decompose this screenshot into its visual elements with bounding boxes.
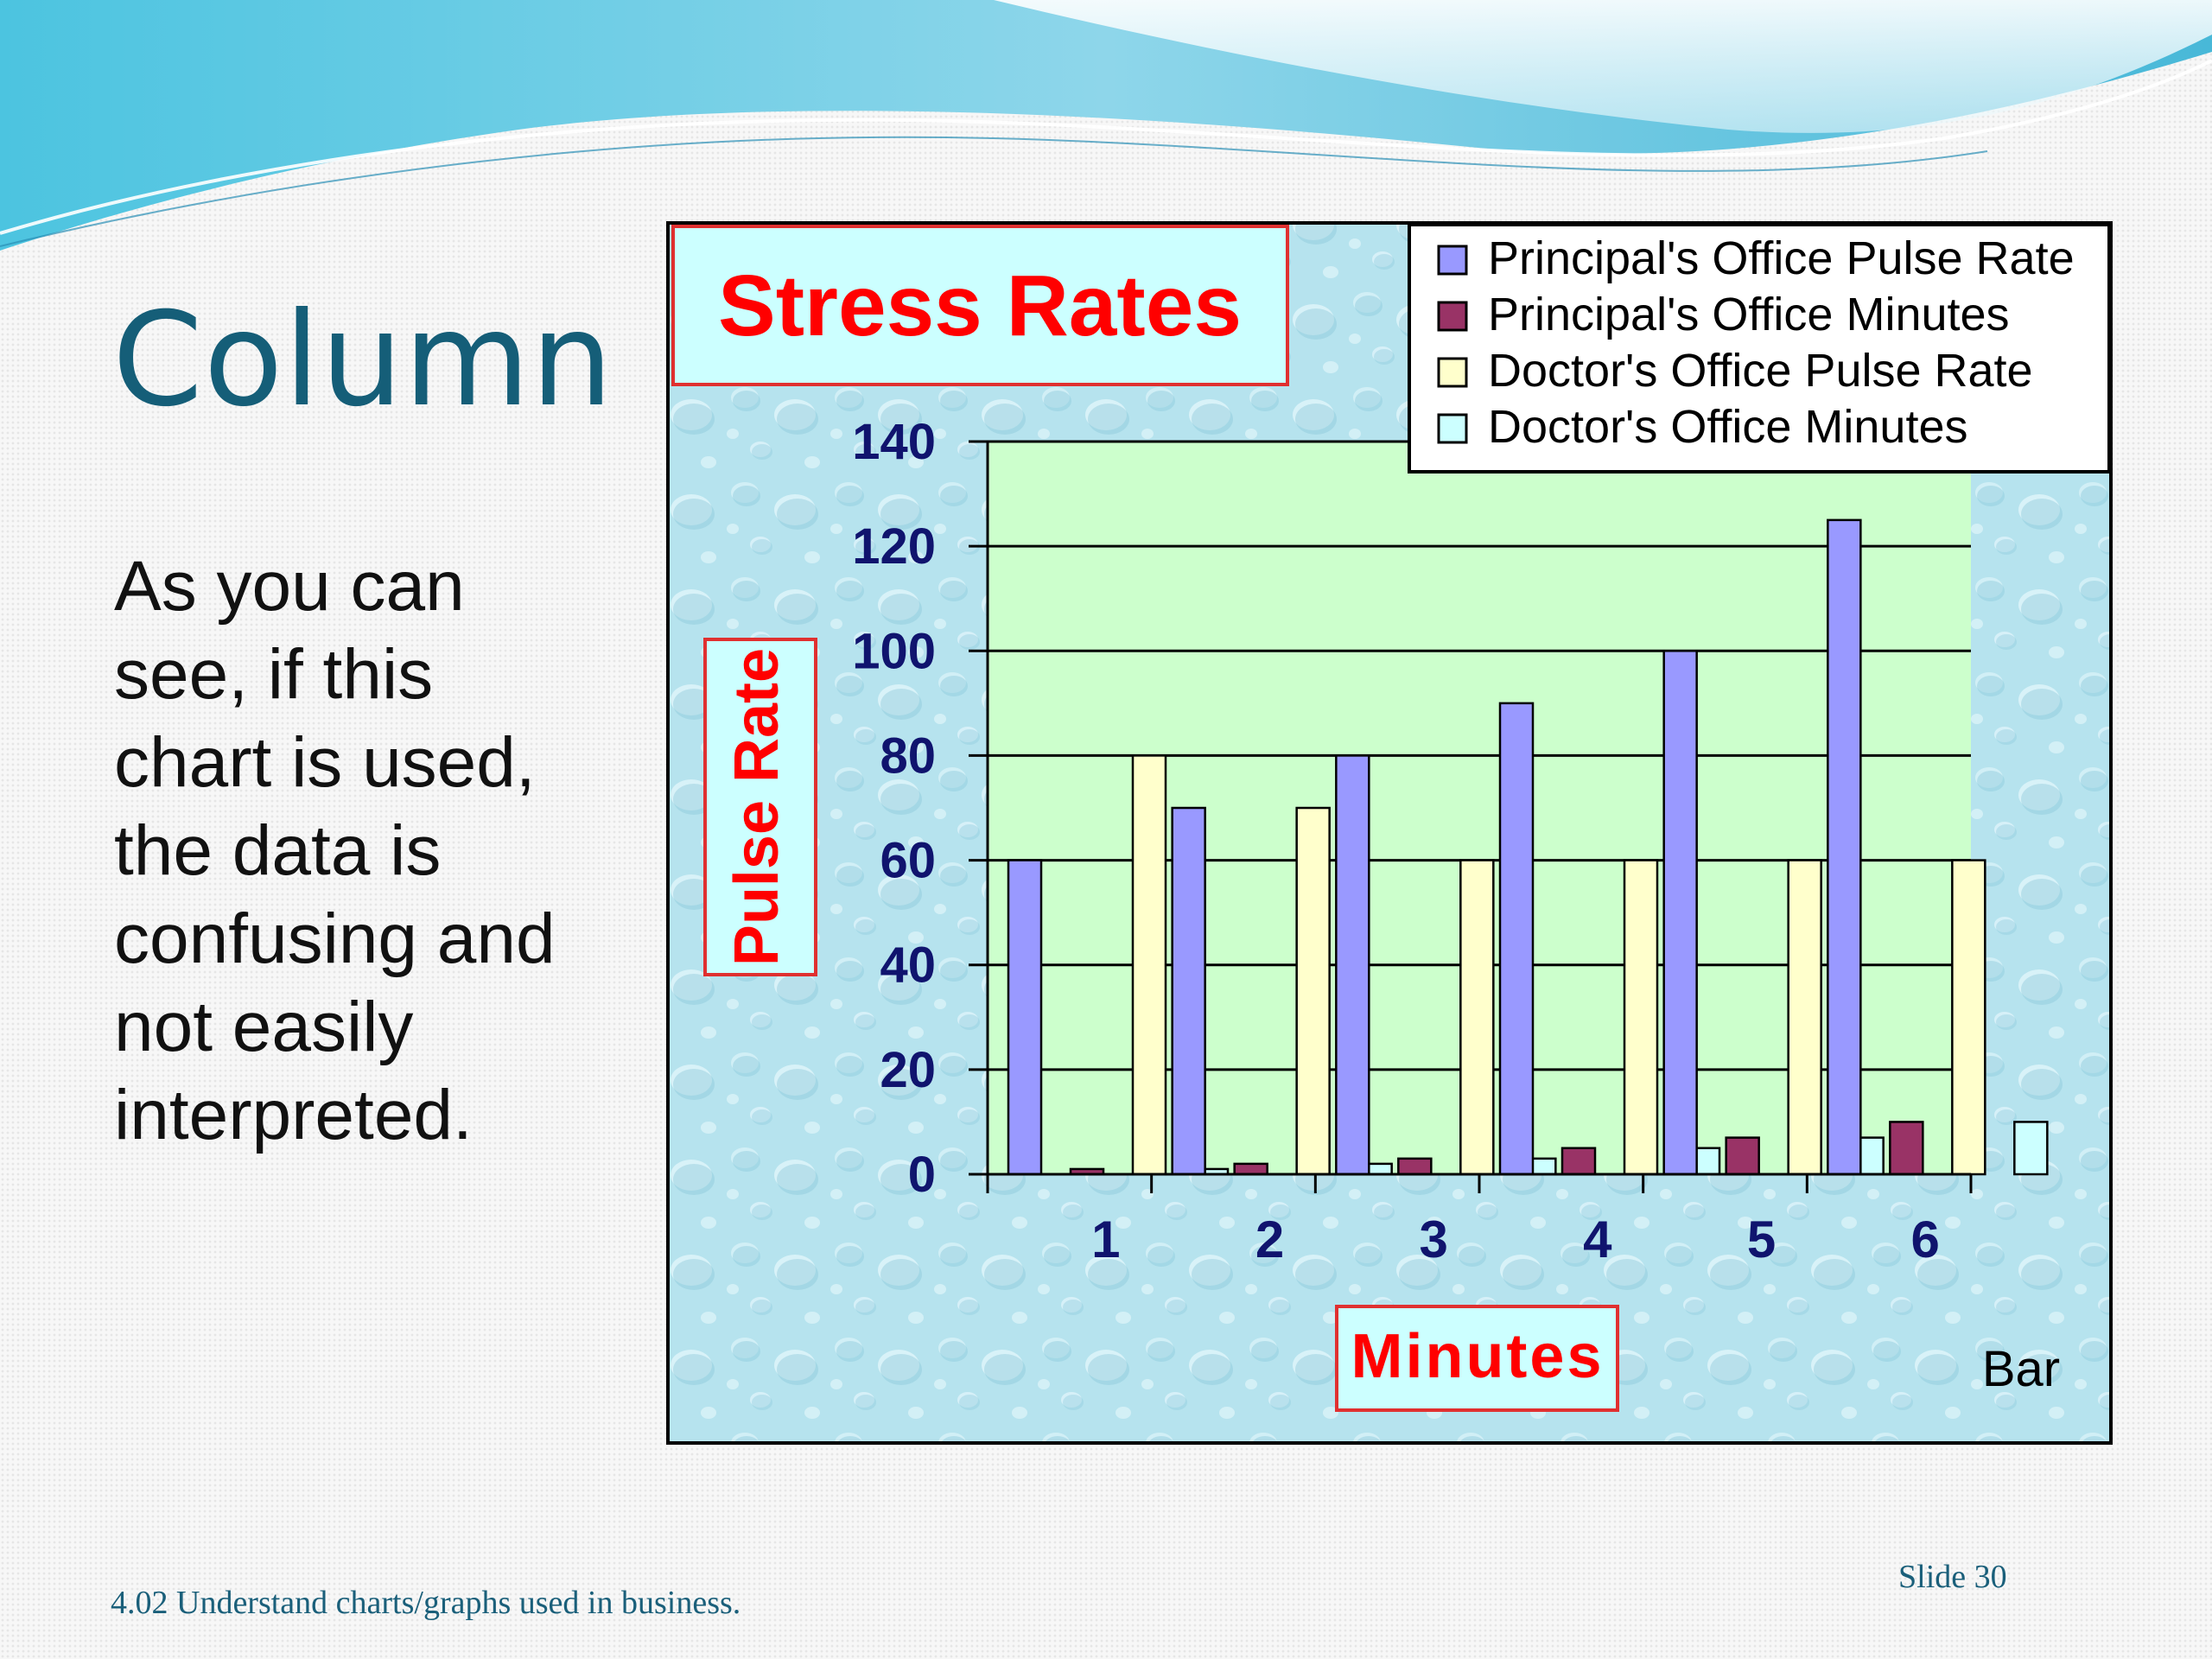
- bar: [1951, 859, 1986, 1176]
- legend-swatch: [1437, 413, 1468, 444]
- x-tick-label: 5: [1747, 1211, 1776, 1268]
- bar: [1560, 1147, 1597, 1176]
- header-wave-decoration: [0, 0, 2212, 251]
- bar: [1295, 806, 1331, 1176]
- bar: [1498, 702, 1535, 1176]
- bar: [1827, 518, 1862, 1176]
- x-tick-label: 3: [1419, 1211, 1447, 1268]
- bar: [1787, 859, 1822, 1176]
- bar: [1397, 1157, 1433, 1176]
- x-tick-label: 4: [1583, 1211, 1612, 1268]
- legend-swatch: [1437, 301, 1468, 332]
- y-tick-label: 20: [880, 1042, 936, 1098]
- bar: [1662, 650, 1698, 1176]
- chart-title-box: [671, 225, 1289, 386]
- y-tick-label: 40: [880, 938, 936, 994]
- legend-label: Doctor's Office Minutes: [1488, 401, 1968, 453]
- bar: [1233, 1162, 1268, 1176]
- legend-swatch: [1437, 357, 1468, 388]
- y-tick-label: 0: [908, 1147, 936, 1203]
- x-axis-label-box: [1335, 1305, 1619, 1412]
- bar: [1889, 1121, 1924, 1176]
- legend-label: Principal's Office Pulse Rate: [1488, 232, 2075, 284]
- slide-title: Column: [112, 285, 614, 435]
- bar: [1623, 859, 1659, 1176]
- bar: [1131, 754, 1167, 1176]
- y-tick-label: 100: [852, 623, 936, 679]
- chart-title: Stress Rates: [718, 257, 1242, 354]
- footer-text: 4.02 Understand charts/graphs used in bu…: [111, 1585, 741, 1621]
- x-axis-label: Minutes: [1351, 1322, 1604, 1391]
- legend-label: Doctor's Office Pulse Rate: [1488, 345, 2033, 397]
- legend-label: Principal's Office Minutes: [1488, 289, 2010, 340]
- slide-number: Slide 30: [1898, 1559, 2007, 1595]
- slide-body-text: As you can see, if this chart is used, t…: [114, 547, 556, 1154]
- legend-swatch: [1437, 245, 1468, 276]
- bar: [2013, 1121, 2049, 1176]
- x-tick-label: 2: [1255, 1211, 1284, 1268]
- bar: [1171, 806, 1206, 1176]
- y-tick-label: 80: [880, 728, 936, 784]
- x-tick-label: 6: [1910, 1211, 1939, 1268]
- y-tick-label: 140: [852, 414, 936, 470]
- y-tick-label: 120: [852, 518, 936, 575]
- y-axis-label: Pulse Rate: [722, 648, 791, 966]
- legend-box: [1408, 223, 2111, 474]
- chart-annotation: Bar: [1982, 1341, 2060, 1397]
- y-tick-label: 60: [880, 833, 936, 889]
- bar: [1007, 859, 1043, 1176]
- bar: [1335, 754, 1370, 1176]
- bar: [1459, 859, 1495, 1176]
- y-axis-label-box: [703, 638, 817, 976]
- x-tick-label: 1: [1091, 1211, 1120, 1268]
- bar: [1725, 1136, 1760, 1176]
